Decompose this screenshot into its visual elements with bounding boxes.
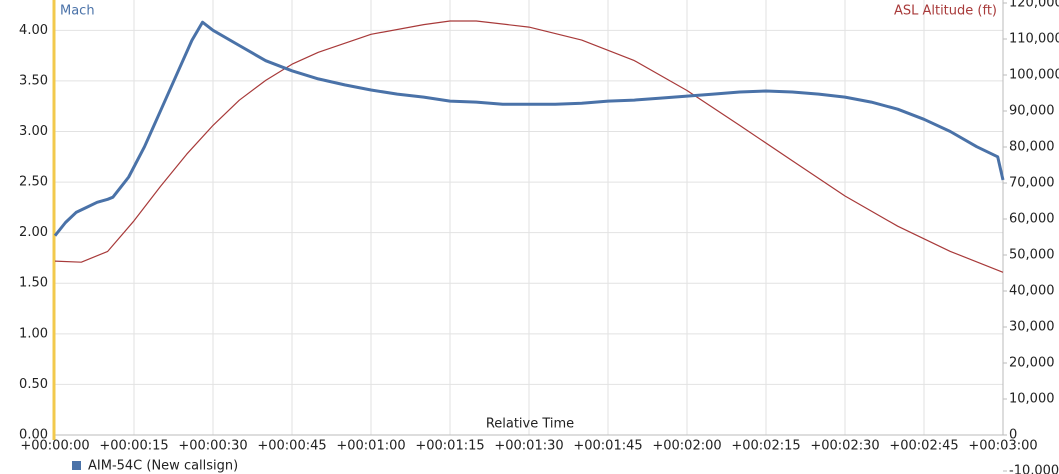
x-tick-label: +00:00:30 — [178, 439, 247, 454]
y2-tick-label: 60,000 — [1009, 212, 1055, 227]
y-tick-label: 4.00 — [19, 23, 48, 38]
y2-tick-label: 80,000 — [1009, 140, 1055, 155]
altitude-line — [54, 20, 1004, 273]
x-tick-label: +00:02:45 — [889, 439, 958, 454]
y2-tick-label: 120,000 — [1009, 0, 1059, 11]
y2-tick-label: 0 — [1009, 428, 1017, 443]
y2-tick-label: 40,000 — [1009, 284, 1055, 299]
mach-line — [53, 20, 1005, 237]
y-tick-label: 0.00 — [19, 428, 48, 443]
y2-tick-label: 20,000 — [1009, 356, 1055, 371]
legend-label: AIM-54C (New callsign) — [88, 459, 238, 474]
x-tick-label: +00:02:00 — [652, 439, 721, 454]
y2-tick-label: 100,000 — [1009, 68, 1059, 83]
y2-tick-label: 110,000 — [1009, 32, 1059, 47]
x-tick-label: +00:02:15 — [731, 439, 800, 454]
y2-tick-label: 70,000 — [1009, 176, 1055, 191]
y-tick-label: 1.00 — [19, 326, 48, 341]
y2-axis-title: ASL Altitude (ft) — [894, 4, 997, 19]
x-tick-label: +00:00:15 — [99, 439, 168, 454]
y2-tick-label: 50,000 — [1009, 248, 1055, 263]
x-tick-label: +00:00:45 — [257, 439, 326, 454]
x-tick-label: +00:03:00 — [968, 439, 1037, 454]
x-tick-label: +00:00:00 — [20, 439, 89, 454]
legend-swatch — [72, 461, 81, 470]
y-tick-label: 3.50 — [19, 73, 48, 88]
x-tick-label: +00:02:30 — [810, 439, 879, 454]
x-tick-label: +00:01:45 — [573, 439, 642, 454]
y2-tick-label: 30,000 — [1009, 320, 1055, 335]
y2-tick-label: 90,000 — [1009, 104, 1055, 119]
y2-tick-label: 10,000 — [1009, 392, 1055, 407]
y-tick-label: 3.00 — [19, 124, 48, 139]
x-tick-label: +00:01:00 — [336, 439, 405, 454]
y-axis-title: Mach — [60, 4, 95, 19]
y-tick-label: 1.50 — [19, 276, 48, 291]
y-tick-label: 0.50 — [19, 377, 48, 392]
x-tick-label: +00:01:30 — [494, 439, 563, 454]
x-axis-title: Relative Time — [486, 417, 574, 432]
y2-tick-label: -10,000 — [1009, 464, 1059, 474]
y-tick-label: 2.00 — [19, 225, 48, 240]
x-tick-label: +00:01:15 — [415, 439, 484, 454]
y-tick-label: 2.50 — [19, 175, 48, 190]
